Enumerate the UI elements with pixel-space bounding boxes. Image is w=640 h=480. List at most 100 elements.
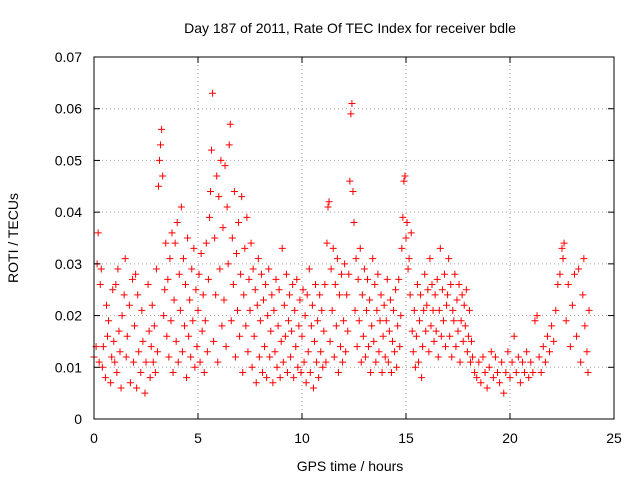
y-tick-label: 0.01 — [55, 359, 82, 375]
data-point — [373, 306, 381, 314]
data-point — [400, 177, 408, 185]
data-point — [269, 379, 277, 387]
data-point — [397, 312, 405, 320]
data-point — [398, 244, 406, 252]
data-point — [560, 239, 568, 247]
data-point — [435, 306, 443, 314]
data-point — [223, 203, 231, 211]
data-point — [585, 306, 593, 314]
data-point — [132, 270, 140, 278]
data-point — [304, 348, 312, 356]
data-point — [228, 234, 236, 242]
data-point — [328, 306, 336, 314]
data-point — [558, 244, 566, 252]
data-point — [215, 193, 223, 201]
x-tick-label: 25 — [606, 430, 622, 446]
data-point — [425, 348, 433, 356]
data-point — [147, 343, 155, 351]
data-point — [378, 368, 386, 376]
data-point — [266, 353, 274, 361]
data-point — [446, 332, 454, 340]
data-point — [102, 301, 110, 309]
data-point — [454, 327, 462, 335]
data-point — [543, 332, 551, 340]
data-point — [257, 270, 265, 278]
data-point — [301, 312, 309, 320]
data-point — [144, 281, 152, 289]
data-point — [242, 322, 250, 330]
data-point — [125, 301, 133, 309]
data-point — [261, 343, 269, 351]
data-point — [168, 229, 176, 237]
chart-title: Day 187 of 2011, Rate Of TEC Index for r… — [184, 20, 516, 36]
data-point — [291, 306, 299, 314]
data-point — [403, 218, 411, 226]
data-point — [383, 275, 391, 283]
data-point — [445, 255, 453, 263]
data-point — [452, 343, 460, 351]
data-point — [394, 322, 402, 330]
data-point — [404, 265, 412, 273]
data-point — [224, 260, 232, 268]
data-point — [180, 322, 188, 330]
data-point — [113, 368, 121, 376]
data-point — [190, 244, 198, 252]
data-point — [231, 353, 239, 361]
data-point — [525, 374, 533, 382]
data-point — [273, 363, 281, 371]
data-point — [580, 255, 588, 263]
data-point — [183, 374, 191, 382]
data-point — [459, 337, 467, 345]
data-point — [336, 343, 344, 351]
data-point — [212, 291, 220, 299]
data-point — [162, 239, 170, 247]
data-point — [182, 281, 190, 289]
data-point — [193, 343, 201, 351]
y-tick-label: 0.04 — [55, 204, 82, 220]
data-point — [173, 218, 181, 226]
data-point — [521, 368, 529, 376]
data-point — [581, 322, 589, 330]
data-point — [416, 317, 424, 325]
data-point — [364, 275, 372, 283]
data-point — [279, 358, 287, 366]
data-point — [137, 368, 145, 376]
data-point — [391, 348, 399, 356]
data-point — [309, 384, 317, 392]
data-point — [287, 353, 295, 361]
data-point — [271, 348, 279, 356]
data-point — [276, 374, 284, 382]
y-tick-label: 0.02 — [55, 308, 82, 324]
data-point — [230, 187, 238, 195]
data-point — [409, 348, 417, 356]
data-point — [327, 265, 335, 273]
x-tick-label: 15 — [398, 430, 414, 446]
data-point — [214, 358, 222, 366]
data-point — [330, 353, 338, 361]
data-point — [370, 337, 378, 345]
data-point — [114, 265, 122, 273]
data-point — [455, 281, 463, 289]
data-point — [341, 260, 349, 268]
data-point — [371, 281, 379, 289]
data-point — [353, 343, 361, 351]
data-point — [99, 343, 107, 351]
data-point — [264, 312, 272, 320]
data-point — [305, 265, 313, 273]
data-point — [564, 281, 572, 289]
data-point — [176, 306, 184, 314]
data-point — [245, 275, 253, 283]
data-point — [288, 327, 296, 335]
data-point — [284, 317, 292, 325]
data-point — [449, 306, 457, 314]
data-point — [437, 332, 445, 340]
data-point — [295, 322, 303, 330]
data-point — [352, 255, 360, 263]
data-point — [170, 296, 178, 304]
data-point — [535, 353, 543, 361]
data-point — [462, 286, 470, 294]
data-point — [554, 281, 562, 289]
data-point — [142, 358, 150, 366]
data-point — [200, 368, 208, 376]
data-point — [104, 332, 112, 340]
